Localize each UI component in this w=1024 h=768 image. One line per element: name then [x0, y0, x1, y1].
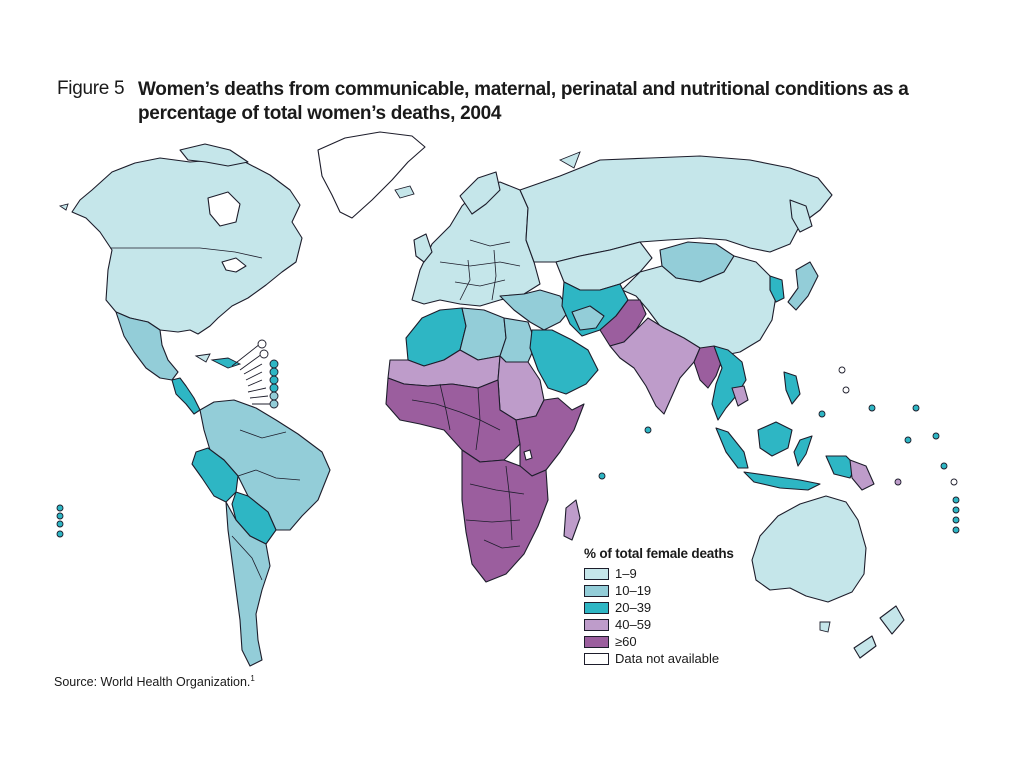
legend-item: ≥60 [584, 633, 734, 650]
callout-circle [269, 383, 279, 393]
region-philippines [783, 371, 801, 405]
legend-item: 10–19 [584, 582, 734, 599]
region-arabian-peninsula [529, 329, 599, 395]
europe-borders [439, 239, 521, 301]
legend-title: % of total female deaths [584, 546, 734, 561]
caribbean-callout [231, 339, 279, 409]
region-mexico [115, 311, 179, 381]
map-legend: % of total female deaths 1–9 10–19 20–39… [584, 546, 734, 667]
legend-swatch [584, 584, 609, 597]
region-iran-inner [571, 305, 605, 331]
region-china [621, 255, 777, 357]
africa-borders [411, 383, 525, 549]
uk-ireland [413, 233, 433, 263]
hudson-bay [207, 191, 241, 227]
region-java [743, 471, 821, 491]
sa-border [231, 429, 301, 581]
region-central-america [171, 377, 201, 415]
region-north-america [71, 157, 303, 335]
alaska-islet [58, 203, 69, 211]
callout-circle [269, 367, 279, 377]
legend-swatch [584, 618, 609, 631]
callout-circle [269, 399, 279, 409]
source-footnote-marker: 1 [250, 674, 255, 683]
legend-swatch [584, 601, 609, 614]
callout-circle [257, 339, 267, 349]
legend-label: 20–39 [615, 600, 652, 615]
iceland [394, 185, 415, 199]
legend-swatch [584, 567, 609, 580]
source-text: Source: World Health Organization. [54, 675, 251, 690]
region-east-africa [515, 397, 585, 477]
legend-label: ≥60 [615, 634, 637, 649]
region-sumatra [715, 427, 749, 469]
source-note: Source: World Health Organization.1 [54, 674, 255, 689]
callout-circle [269, 375, 279, 385]
region-southern-south-america [225, 501, 271, 667]
region-new-zealand-south [853, 635, 877, 659]
region-australia [751, 495, 867, 603]
legend-label: 1–9 [615, 566, 637, 581]
region-sulawesi [793, 435, 813, 467]
legend-item: 1–9 [584, 565, 734, 582]
region-papua-new-guinea [849, 459, 875, 491]
legend-swatch [584, 635, 609, 648]
legend-swatch [584, 652, 609, 665]
callout-circle [259, 349, 269, 359]
us-canada-border [110, 247, 263, 259]
region-peru [191, 447, 239, 503]
region-cambodia [731, 385, 749, 407]
legend-label: 10–19 [615, 583, 652, 598]
region-new-zealand [879, 605, 905, 635]
region-turkey-middle-east [499, 289, 571, 331]
region-southeast-asia [711, 345, 747, 421]
great-lakes [221, 257, 247, 273]
novaya-zemlya [558, 151, 581, 169]
region-korea [769, 275, 785, 303]
region-madagascar [563, 499, 581, 541]
kamchatka [789, 199, 813, 233]
figure-title: Women’s deaths from communicable, matern… [138, 79, 909, 124]
region-greenland [317, 131, 426, 219]
region-japan [787, 261, 819, 311]
lake-victoria [523, 449, 533, 461]
callout-circle [269, 359, 279, 369]
legend-item: 20–39 [584, 599, 734, 616]
legend-item: Data not available [584, 650, 734, 667]
legend-label: Data not available [615, 651, 720, 666]
region-caribbean-2 [194, 353, 211, 363]
legend-item: 40–59 [584, 616, 734, 633]
figure-label: Figure 5 [57, 78, 125, 99]
callout-circle [269, 391, 279, 401]
pacific-island-markers [56, 366, 960, 538]
tasmania [819, 621, 831, 633]
scandinavia [459, 171, 501, 215]
region-libya [459, 307, 507, 361]
region-borneo [757, 421, 793, 457]
region-india [609, 317, 701, 415]
region-southern-africa [461, 449, 549, 583]
legend-label: 40–59 [615, 617, 652, 632]
arctic-islands [179, 143, 249, 167]
